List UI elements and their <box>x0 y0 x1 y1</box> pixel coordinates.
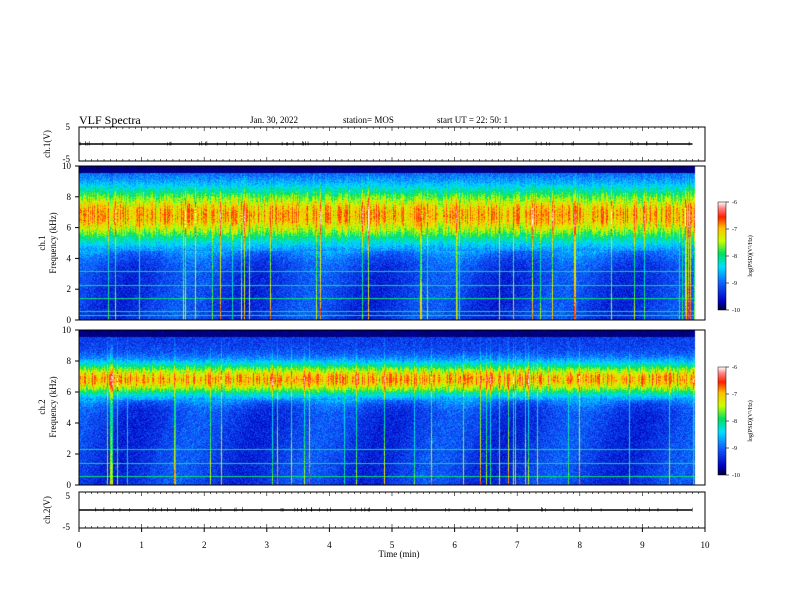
ch1-waveform-ylabel: ch.1(V) <box>42 130 52 158</box>
ch1-colorbar-ticks: -6 -7 -8 -9 -10 <box>726 200 740 314</box>
ytick-label: 2 <box>67 449 72 459</box>
ch1-colorbar-label: log(PSD)(V²/Hz) <box>747 235 754 276</box>
colorbar-tick-label: -8 <box>732 254 737 260</box>
ch2-waveform-ylabel: ch.2(V) <box>42 496 52 524</box>
ch2-spectrogram-ylabel: ch.2 <box>37 399 47 414</box>
xtick-label: 4 <box>327 540 332 550</box>
ch1-ytick-top: 5 <box>66 122 71 132</box>
date-label: Jan. 30, 2022 <box>250 115 298 125</box>
ch1-colorbar-scale <box>717 201 727 311</box>
ytick-label: 8 <box>67 356 72 366</box>
ch2-ytick-top: 5 <box>66 491 71 501</box>
colorbar-tick-label: -9 <box>732 446 737 452</box>
colorbar-tick-label: -7 <box>732 392 737 398</box>
figure-title: VLF Spectra <box>79 113 141 127</box>
ytick-label: 10 <box>62 161 72 171</box>
ch2-spectrogram-yticks: 0 2 4 6 8 10 <box>62 325 79 490</box>
ch1-waveform-ticks <box>78 127 706 161</box>
ch2-colorbar-label: log(PSD)(V²/Hz) <box>747 400 754 441</box>
ch1-spectrogram-image <box>79 166 705 320</box>
colorbar-tick-label: -6 <box>732 200 737 206</box>
colorbar-tick-label: -8 <box>732 419 737 425</box>
xtick-label: 6 <box>452 540 457 550</box>
colorbar-tick-label: -10 <box>732 473 740 479</box>
colorbar-tick-label: -10 <box>732 308 740 314</box>
ch1-ytick-bottom: -5 <box>63 154 71 164</box>
ch2-spectrogram-image <box>79 330 705 485</box>
xtick-label: 7 <box>515 540 520 550</box>
ch2-waveform-ticks <box>78 492 706 528</box>
time-axis: 0 1 2 3 4 5 6 7 8 9 10 <box>77 528 710 550</box>
ch1-waveform-panel: 5 -5 ch.1(V) <box>42 122 706 164</box>
ch1-spectrogram-ylabel: ch.1 <box>37 235 47 250</box>
ytick-label: 2 <box>67 284 72 294</box>
ch2-waveform-panel: 5 -5 ch.2(V) <box>42 491 706 532</box>
station-label: station= MOS <box>343 115 394 125</box>
ch2-ytick-bottom: -5 <box>63 522 71 532</box>
colorbar-tick-label: -7 <box>732 227 737 233</box>
ch1-frequency-ylabel: Frequency (kHz) <box>48 212 58 273</box>
ch2-spectrogram-panel: 0 2 4 6 8 10 ch.2 Frequency (kHz) <box>37 325 706 490</box>
colorbar-tick-label: -9 <box>732 281 737 287</box>
ch2-frequency-ylabel: Frequency (kHz) <box>48 376 58 437</box>
colorbar-tick-label: -6 <box>732 365 737 371</box>
xtick-label: 3 <box>265 540 270 550</box>
ytick-label: 6 <box>67 223 72 233</box>
ch2-colorbar-ticks: -6 -7 -8 -9 -10 <box>726 365 740 479</box>
ch1-spectrogram-frame <box>78 165 706 321</box>
xtick-label: 2 <box>202 540 207 550</box>
xtick-label: 5 <box>390 540 395 550</box>
ytick-label: 0 <box>67 315 72 325</box>
ytick-label: 4 <box>67 253 72 263</box>
ch1-spectrogram-panel: 0 2 4 6 8 10 ch.1 Frequency (kHz) <box>37 161 706 325</box>
xtick-label: 8 <box>578 540 583 550</box>
xtick-label: 9 <box>640 540 645 550</box>
ytick-label: 10 <box>62 325 72 335</box>
start-time-label: start UT = 22: 50: 1 <box>437 115 508 125</box>
ch1-spectrogram-yticks: 0 2 4 6 8 10 <box>62 161 79 325</box>
ytick-label: 6 <box>67 387 72 397</box>
ch1-colorbar: -6 -7 -8 -9 -10 log(PSD)(V²/Hz) <box>717 200 754 314</box>
ch2-spectrogram-frame <box>78 329 706 486</box>
ytick-label: 8 <box>67 192 72 202</box>
ch2-waveform-trace <box>79 507 693 512</box>
xtick-label: 0 <box>77 540 82 550</box>
ch2-colorbar: -6 -7 -8 -9 -10 log(PSD)(V²/Hz) <box>717 365 754 479</box>
ytick-label: 0 <box>67 480 72 490</box>
time-axis-label: Time (min) <box>379 549 420 559</box>
xtick-label: 10 <box>701 540 711 550</box>
ch1-waveform-trace <box>79 141 693 146</box>
xtick-label: 1 <box>139 540 144 550</box>
ytick-label: 4 <box>67 418 72 428</box>
ch2-colorbar-scale <box>717 366 727 476</box>
